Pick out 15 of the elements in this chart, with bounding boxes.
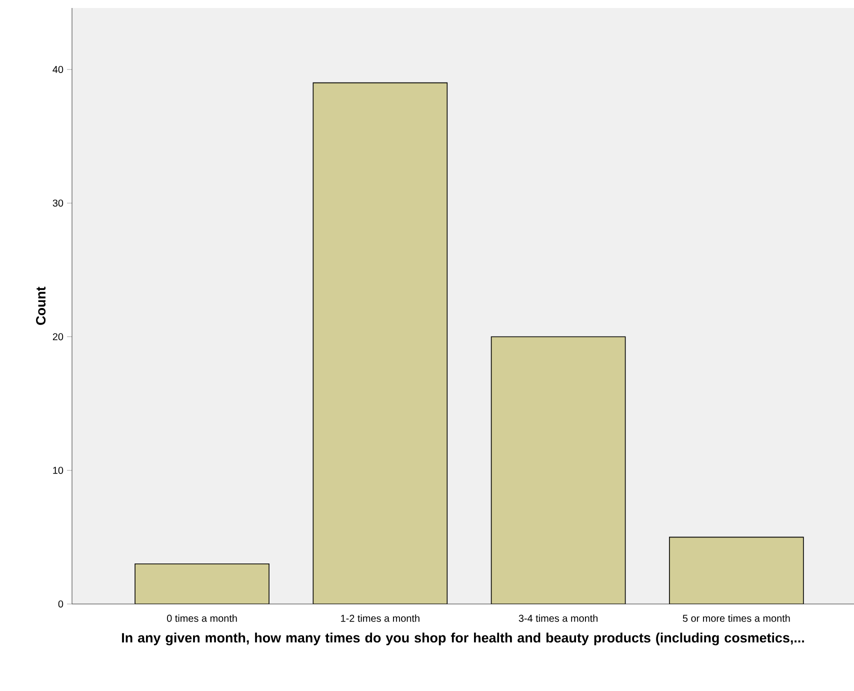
y-tick-label: 0 xyxy=(58,600,64,608)
bar xyxy=(312,82,448,604)
bar xyxy=(669,536,804,604)
y-tick-label: 40 xyxy=(52,66,64,73)
y-tick-label: 10 xyxy=(53,466,64,474)
bar xyxy=(134,564,270,604)
x-tick-label: 3-4 times a month xyxy=(518,614,598,622)
y-axis-title: Count xyxy=(36,286,46,325)
x-axis-title: In any given month, how many times do you shop for health and beauty products (including cosmetics,... xyxy=(122,632,804,646)
y-tick-label: 20 xyxy=(52,333,64,340)
y-tick-label: 30 xyxy=(52,200,64,207)
x-tick-label: 5 or more times a month xyxy=(682,614,790,622)
x-tick-label: 0 times a month xyxy=(166,614,237,622)
x-tick-label: 1-2 times a month xyxy=(341,614,420,622)
bar xyxy=(490,336,626,604)
